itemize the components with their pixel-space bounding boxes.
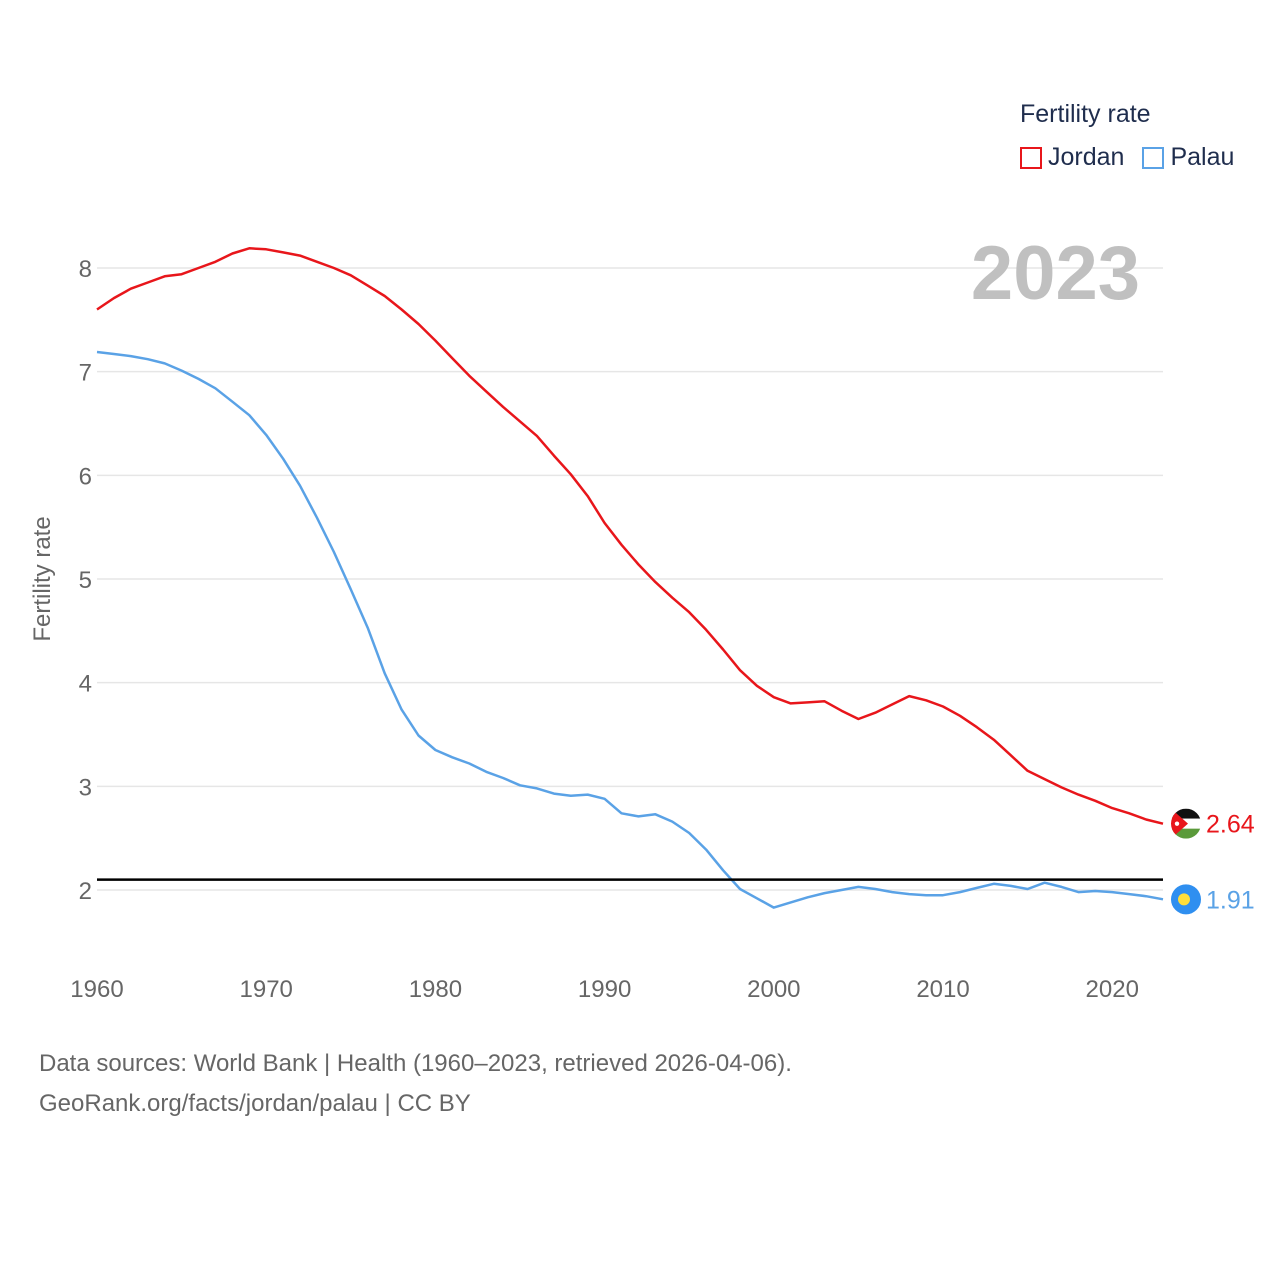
y-tick-label: 7 — [79, 360, 92, 387]
y-tick-label: 3 — [79, 774, 92, 801]
series-line-jordan — [96, 247, 1164, 825]
legend-label-palau: Palau — [1170, 143, 1235, 171]
series-line-palau — [96, 350, 1164, 909]
gridlines — [97, 267, 1163, 891]
footer: Data sources: World Bank | Health (1960–… — [39, 1044, 792, 1124]
y-axis-ticks: 2 3 4 5 6 7 8 — [79, 256, 92, 905]
x-tick-label: 2000 — [747, 976, 800, 1003]
legend-swatch-palau — [1142, 146, 1165, 169]
x-tick-label: 1980 — [409, 976, 462, 1003]
footer-link[interactable]: GeoRank.org/facts/jordan/palau | CC BY — [39, 1090, 471, 1117]
x-tick-label: 2020 — [1086, 976, 1139, 1003]
series-lines — [96, 247, 1164, 909]
y-tick-label: 5 — [79, 567, 92, 594]
year-label: 2023 — [971, 231, 1140, 316]
flag-palau-icon — [1171, 884, 1201, 915]
x-tick-label: 1970 — [240, 976, 293, 1003]
x-tick-label: 1990 — [578, 976, 631, 1003]
x-axis-ticks: 1960 1970 1980 1990 2000 2010 2020 — [70, 976, 1139, 1003]
y-tick-label: 2 — [79, 878, 92, 905]
y-tick-label: 8 — [79, 256, 92, 283]
legend-label-jordan: Jordan — [1048, 143, 1125, 171]
y-tick-label: 6 — [79, 463, 92, 490]
footer-sources: Data sources: World Bank | Health (1960–… — [39, 1050, 792, 1077]
y-tick-label: 4 — [79, 671, 92, 698]
legend-swatch-jordan — [1020, 146, 1042, 169]
x-tick-label: 2010 — [916, 976, 969, 1003]
flag-jordan-icon — [1171, 808, 1201, 839]
end-value-label-palau: 1.91 — [1206, 886, 1255, 914]
legend: Jordan Palau — [1020, 143, 1252, 172]
end-markers: 2.64 1.91 — [1171, 808, 1255, 915]
legend-item-palau[interactable]: Palau — [1142, 143, 1234, 172]
end-value-label-jordan: 2.64 — [1206, 811, 1255, 839]
legend-title: Fertility rate — [1020, 100, 1151, 128]
y-axis-label: Fertility rate — [29, 516, 56, 641]
legend-item-jordan[interactable]: Jordan — [1020, 143, 1124, 172]
x-tick-label: 1960 — [70, 976, 123, 1003]
